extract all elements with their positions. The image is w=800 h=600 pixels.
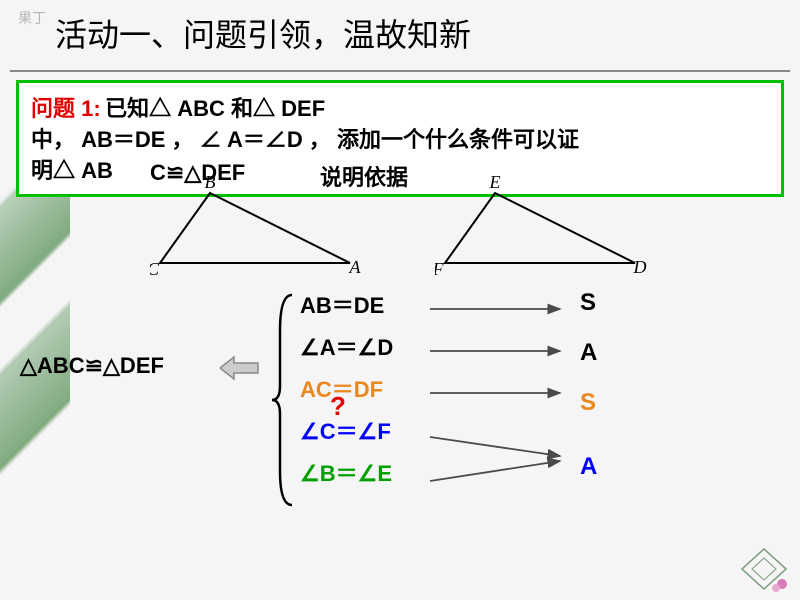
letter-a2: A [580, 453, 597, 487]
letter-a1: A [580, 339, 597, 373]
cond-b-e: ∠B＝∠E [300, 463, 393, 497]
letter-s2: S [580, 389, 597, 423]
watermark: 果丁 [18, 8, 46, 28]
overlay-text-1: C≌△DEF [150, 160, 245, 186]
question-line2: 中， AB＝DE ， ∠ A＝∠D ， 添加一个什么条件可以证 [31, 127, 579, 152]
letter-s1: S [580, 289, 597, 323]
left-arrow-icon [220, 355, 260, 381]
corner-decoration-icon [734, 544, 794, 594]
letters-column: S A S A [580, 289, 597, 487]
label-c: C [150, 259, 160, 279]
label-f: F [435, 259, 445, 279]
cond-c-f: ∠C＝∠F [300, 421, 393, 455]
bottom-area: △ABC≌△DEF AB＝DE ∠A＝∠D AC＝DF ? ∠C＝∠F ∠B＝∠… [20, 283, 780, 513]
cond-ab-de-text: AB＝DE [300, 293, 384, 318]
slide-title: 活动一、问题引领，温故知新 [0, 0, 800, 70]
triangle-def: E F D [435, 173, 650, 283]
cond-a-d: ∠A＝∠D [300, 337, 393, 371]
question-label: 问题 1: [31, 96, 101, 121]
triangle-abc-shape [160, 193, 350, 263]
conditions-column: AB＝DE ∠A＝∠D AC＝DF ? ∠C＝∠F ∠B＝∠E [300, 295, 393, 497]
arrow-5 [430, 461, 560, 481]
label-d: D [633, 257, 647, 277]
arrow-4 [430, 437, 560, 456]
question-line1: 已知△ ABC 和△ DEF [105, 96, 325, 121]
triangle-def-shape [445, 193, 635, 263]
overlay-text-2: 说明依据 [320, 160, 408, 192]
label-e: E [489, 173, 501, 192]
brace-icon [270, 291, 296, 509]
arrows-icon [430, 291, 580, 509]
congruent-statement: △ABC≌△DEF [20, 353, 164, 379]
cond-ab-de: AB＝DE [300, 295, 393, 329]
question-mark-icon: ? [330, 393, 346, 419]
cond-ac-df: AC＝DF ? [300, 379, 393, 413]
slide-content: 果丁 活动一、问题引领，温故知新 问题 1: 已知△ ABC 和△ DEF 中，… [0, 0, 800, 600]
title-underline [10, 70, 790, 72]
label-a: A [349, 257, 362, 277]
